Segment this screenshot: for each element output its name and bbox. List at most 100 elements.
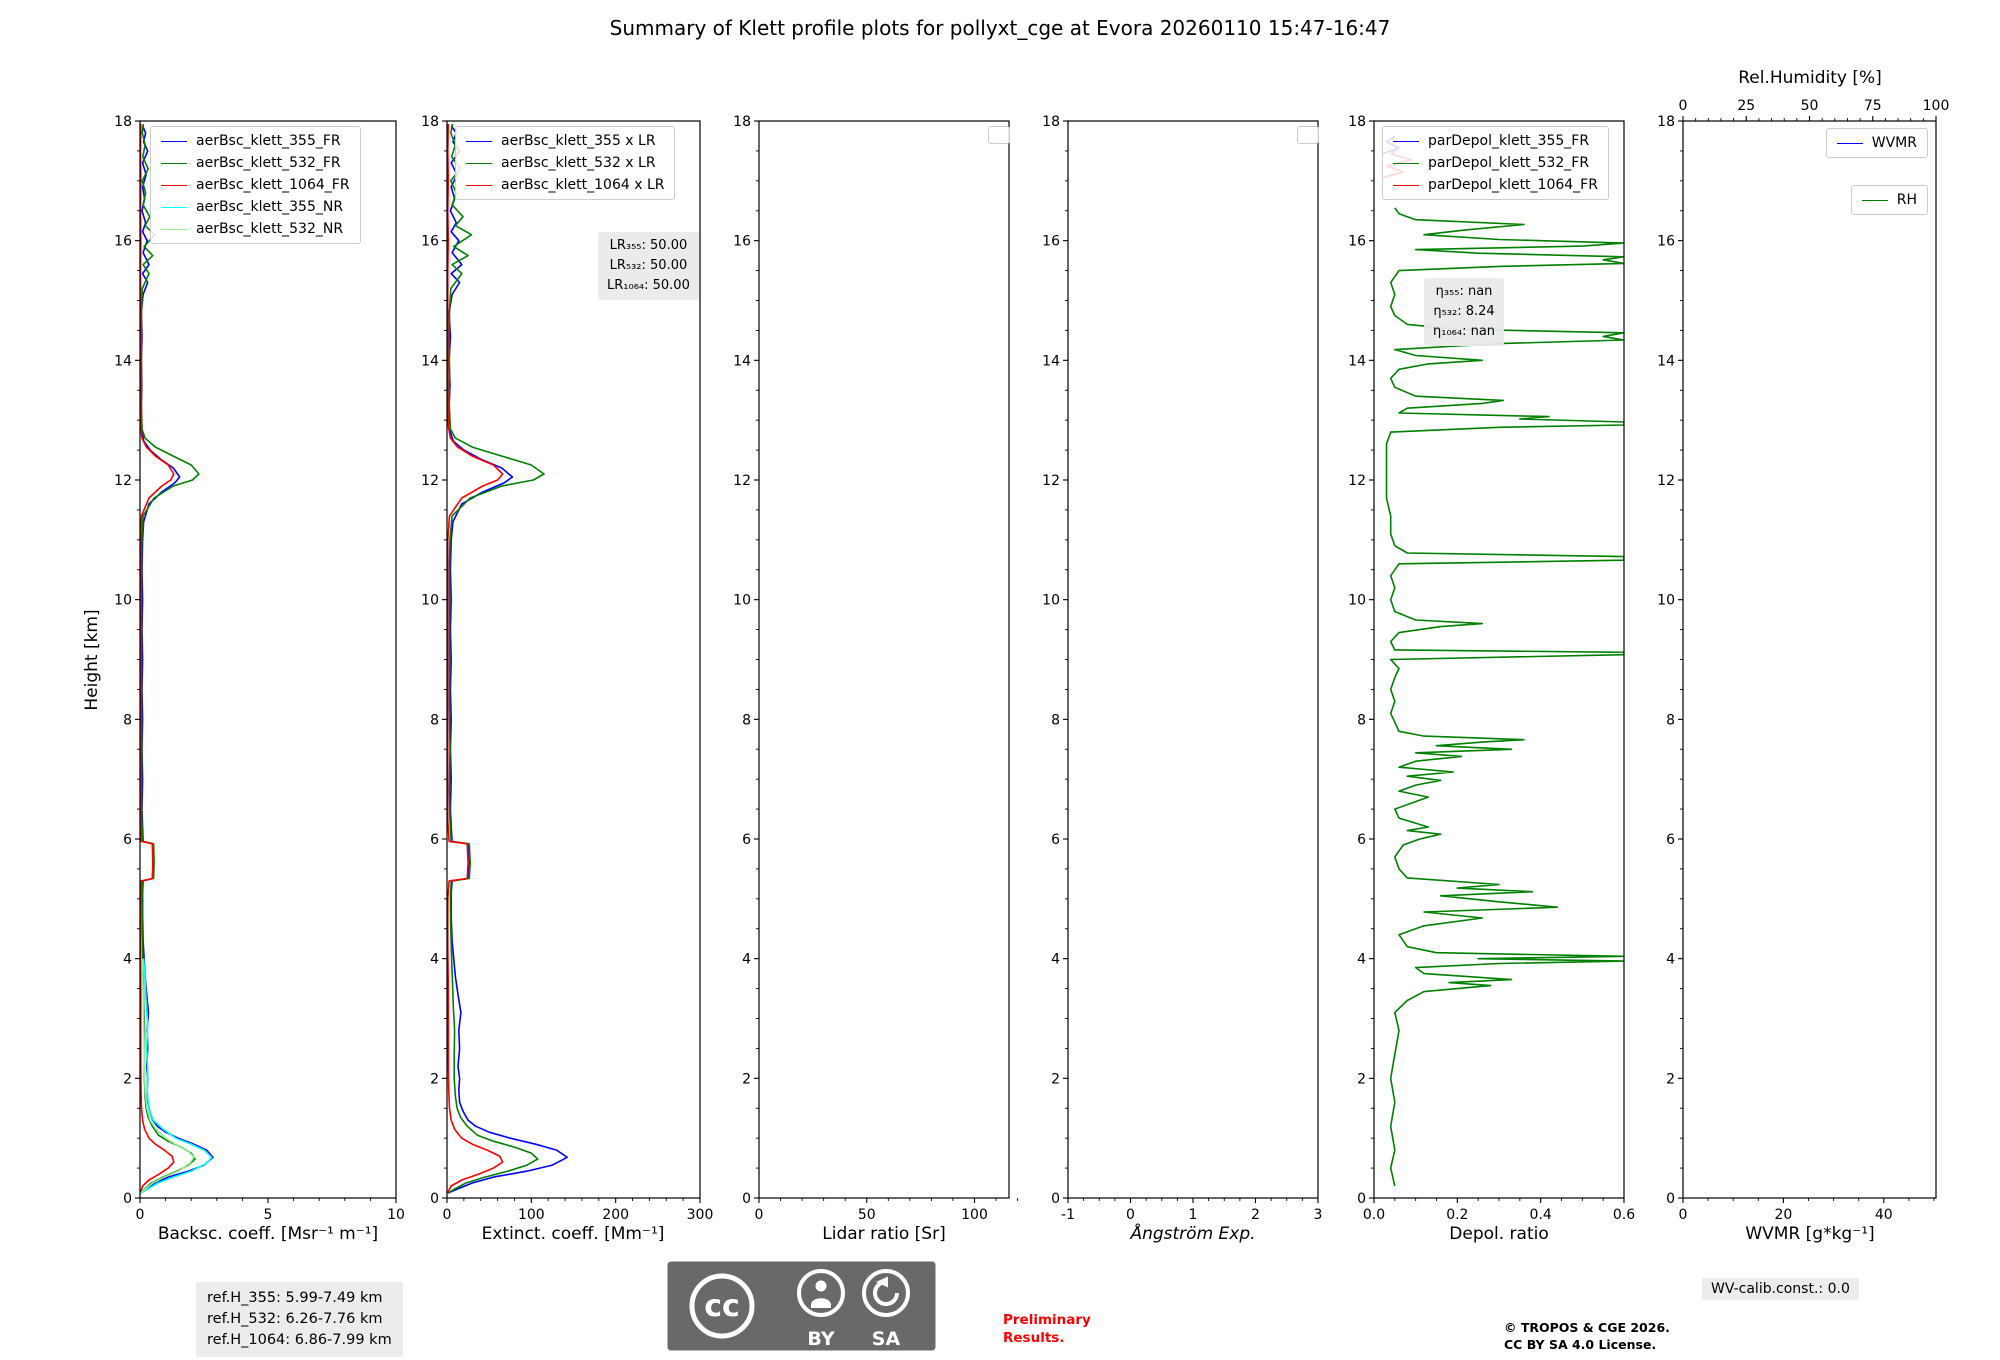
top-tick-label: 100 — [1923, 98, 1950, 114]
legend-item: aerBsc_klett_532_FR — [161, 155, 350, 171]
y-tick-label: 0 — [123, 1191, 132, 1207]
y-tick-label: 6 — [742, 832, 751, 848]
y-tick-label: 12 — [1042, 473, 1060, 489]
series-line-aerBsc_klett_355_FR — [140, 125, 214, 1194]
xlabel-wvmr: WVMR [g*kg⁻¹] — [1745, 1224, 1875, 1244]
y-tick-label: 12 — [1657, 473, 1675, 489]
legend-label: aerBsc_klett_355 x LR — [501, 133, 656, 149]
x-tick-label: 0.2 — [1446, 1207, 1468, 1223]
y-tick-label: 12 — [114, 473, 132, 489]
y-tick-label: 14 — [1657, 353, 1675, 369]
y-tick-label: 2 — [1357, 1071, 1366, 1087]
legend-line-sample — [466, 140, 492, 142]
annotation-extinction: LR₃₅₅: 50.00 LR₅₃₂: 50.00 LR₁₀₆₄: 50.00 — [598, 232, 699, 301]
legend-label: parDepol_klett_532_FR — [1428, 155, 1590, 171]
legend-item: aerBsc_klett_355 x LR — [466, 133, 664, 149]
legend-item: aerBsc_klett_355_NR — [161, 199, 350, 215]
sa-arrowhead-icon — [876, 1276, 888, 1288]
y-tick-label: 12 — [733, 473, 751, 489]
cc-by-sa-badge-image: cc BY SA — [664, 1258, 939, 1354]
y-tick-label: 2 — [123, 1071, 132, 1087]
x-tick-label: 2 — [1251, 1207, 1260, 1223]
legend-line-sample — [1861, 199, 1888, 201]
series-line-aerBsc_klett_355 x LR — [447, 125, 569, 1194]
axes-frame — [1067, 120, 1319, 1199]
legend-extinction: aerBsc_klett_355 x LR aerBsc_klett_532 x … — [455, 126, 676, 200]
preliminary-line1: Preliminary — [1003, 1312, 1091, 1328]
top-tick-label: 25 — [1737, 98, 1755, 114]
copyright-line2: CC BY SA 4.0 License. — [1504, 1336, 1657, 1352]
cc-logo-text: cc — [704, 1289, 740, 1324]
y-tick-label: 4 — [123, 952, 132, 968]
panel-lidar_ratio: 0 50 100 0 2 4 6 8 10 12 14 16 18 — [733, 114, 1019, 1223]
legend-item: aerBsc_klett_1064_FR — [161, 177, 350, 193]
y-tick-label: 10 — [421, 593, 439, 609]
y-tick-label: 4 — [1666, 952, 1675, 968]
annotation-line: LR₃₅₅: 50.00 — [609, 238, 688, 253]
y-tick-label: 10 — [1042, 593, 1060, 609]
top-tick-label: 0 — [1679, 98, 1688, 114]
legend-line-sample — [161, 184, 187, 186]
legend-item: aerBsc_klett_532_NR — [161, 221, 350, 237]
legend-line-sample — [466, 162, 492, 164]
person-head-icon — [815, 1280, 827, 1292]
by-label: BY — [807, 1328, 834, 1350]
sa-arrow-icon — [873, 1280, 899, 1306]
y-tick-label: 18 — [114, 114, 132, 130]
annotation-line: LR₅₃₂: 50.00 — [609, 258, 688, 274]
cc-license-badge: cc BY SA — [664, 1258, 939, 1358]
y-tick-label: 16 — [733, 234, 751, 250]
series-line-aerBsc_klett_532_NR — [140, 958, 195, 1194]
y-tick-label: 10 — [114, 593, 132, 609]
legend-line-sample — [161, 228, 187, 230]
series-line-aerBsc_klett_1064 x LR — [447, 123, 504, 1194]
top-tick-label: 50 — [1801, 98, 1819, 114]
x-tick-label: -1 — [1061, 1207, 1075, 1223]
panel-extinction: 0 100 200 300 0 2 4 6 8 10 12 14 16 18 — [421, 114, 713, 1223]
legend-label: aerBsc_klett_1064 x LR — [501, 177, 665, 193]
legend-label: parDepol_klett_1064_FR — [1428, 177, 1598, 193]
xlabel-extinction: Extinct. coeff. [Mm⁻¹] — [481, 1224, 665, 1244]
y-tick-label: 4 — [1051, 952, 1060, 968]
legend-line-sample — [1393, 184, 1419, 186]
y-tick-label: 4 — [1357, 952, 1366, 968]
legend-item: parDepol_klett_1064_FR — [1393, 177, 1598, 193]
legend-item: parDepol_klett_532_FR — [1393, 155, 1598, 171]
series-group — [447, 123, 569, 1194]
copyright-line1: © TROPOS & CGE 2026. — [1504, 1320, 1670, 1335]
y-tick-label: 0 — [1666, 1191, 1675, 1207]
x-tick-label: 0 — [755, 1207, 764, 1223]
legend-item: parDepol_klett_355_FR — [1393, 133, 1598, 149]
series-line-parDepol_klett_532_FR — [1385, 207, 1624, 1187]
legend-wvmr-1: RH — [1850, 185, 1928, 215]
legend-line-sample — [161, 140, 187, 142]
y-tick-label: 14 — [421, 353, 439, 369]
y-tick-label: 10 — [733, 593, 751, 609]
x-tick-label: 3 — [1314, 1207, 1323, 1223]
legend-line-sample — [1393, 162, 1419, 164]
y-tick-label: 4 — [430, 952, 439, 968]
legend-item: aerBsc_klett_355_FR — [161, 133, 350, 149]
panel-backscatter: 0 5 10 0 2 4 6 8 10 12 14 16 18 — [114, 114, 405, 1223]
x-tick-label: 0.0 — [1363, 1207, 1385, 1223]
x-tick-label: 0 — [443, 1207, 452, 1223]
legend-line-sample — [466, 184, 492, 186]
figure-title: Summary of Klett profile plots for polly… — [609, 16, 1391, 40]
series-line-aerBsc_klett_532_FR — [140, 123, 200, 1194]
legend-item: WVMR — [1836, 135, 1917, 151]
legend-line-sample — [161, 206, 187, 208]
by-circle — [797, 1269, 845, 1317]
y-tick-label: 16 — [114, 234, 132, 250]
x-tick-label: 0.6 — [1613, 1207, 1635, 1223]
y-tick-label: 8 — [1051, 712, 1060, 728]
series-line-aerBsc_klett_1064_FR — [140, 123, 175, 1194]
y-tick-label: 14 — [1348, 353, 1366, 369]
panel-depol_ratio: 0.0 0.2 0.4 0.6 0 2 4 6 8 10 12 14 16 18 — [1348, 114, 1635, 1223]
y-tick-label: 18 — [421, 114, 439, 130]
y-tick-label: 18 — [1348, 114, 1366, 130]
axes-frame — [446, 120, 701, 1199]
x-tick-label: 20 — [1774, 1207, 1792, 1223]
legend-item: RH — [1861, 192, 1917, 208]
xlabel-depol-ratio: Depol. ratio — [1449, 1224, 1549, 1244]
x-tick-label: 0 — [1679, 1207, 1688, 1223]
